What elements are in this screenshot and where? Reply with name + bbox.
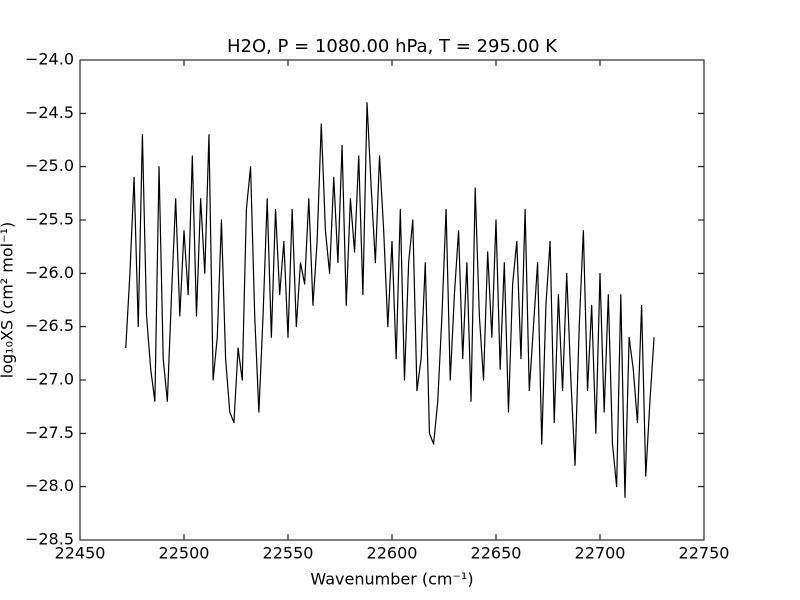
- y-tick-label: −27.0: [25, 370, 74, 389]
- x-tick-label: 22600: [367, 544, 418, 563]
- y-tick-label: −27.5: [25, 423, 74, 442]
- y-tick-label: −28.0: [25, 476, 74, 495]
- spectrum-line: [125, 102, 655, 498]
- y-tick-label: −26.0: [25, 263, 74, 282]
- x-tick-label: 22450: [55, 544, 106, 563]
- x-tick-label: 22500: [159, 544, 210, 563]
- y-tick-label: −24.0: [25, 50, 74, 69]
- plot-frame: [79, 59, 705, 541]
- y-tick-label: −25.5: [25, 210, 74, 229]
- x-axis-label: Wavenumber (cm⁻¹): [310, 570, 473, 589]
- y-axis-label: log₁₀XS (cm² mol⁻¹): [0, 222, 17, 378]
- y-tick-label: −26.5: [25, 316, 74, 335]
- x-tick-label: 22550: [263, 544, 314, 563]
- x-tick-label: 22650: [471, 544, 522, 563]
- y-tick-label: −24.5: [25, 103, 74, 122]
- y-tick-label: −28.5: [25, 530, 74, 549]
- y-tick-label: −25.0: [25, 156, 74, 175]
- chart-title: H2O, P = 1080.00 hPa, T = 295.00 K: [227, 36, 558, 57]
- x-tick-label: 22750: [679, 544, 730, 563]
- x-tick-label: 22700: [575, 544, 626, 563]
